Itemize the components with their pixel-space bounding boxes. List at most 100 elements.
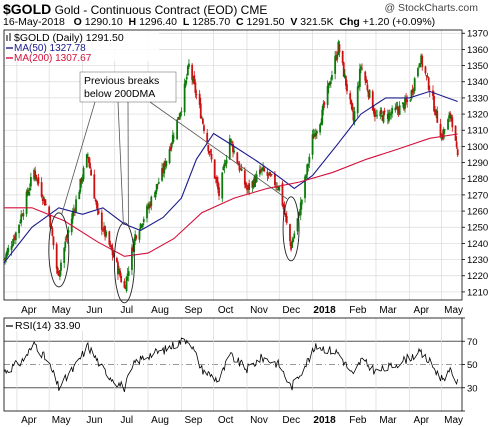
rsi-series — [3, 337, 459, 393]
candle — [3, 258, 5, 262]
candle — [51, 226, 54, 237]
candle — [319, 123, 321, 136]
candle-body — [396, 106, 399, 111]
candle — [188, 59, 190, 69]
ma200-line — [4, 133, 458, 257]
candle — [172, 132, 175, 143]
candle-body — [200, 117, 203, 119]
candle-body — [356, 86, 359, 114]
candle — [253, 174, 256, 188]
volume-value: 321.5K — [300, 16, 334, 28]
candle-body — [42, 196, 45, 200]
rsi-tick-label: 30 — [467, 383, 478, 394]
candle — [207, 144, 210, 155]
candle — [126, 268, 129, 281]
candle-body — [238, 163, 241, 171]
candle-body — [267, 173, 270, 175]
candle — [380, 107, 383, 117]
candle-body — [162, 168, 165, 173]
candle — [450, 114, 453, 122]
candle-body — [245, 182, 247, 188]
price-tick-label: 1290 — [467, 158, 488, 169]
candle-body — [418, 65, 420, 67]
candle-body — [149, 203, 152, 207]
candle-body — [86, 154, 89, 156]
copyright-notice: @ StockCharts.com — [384, 2, 478, 14]
candle-body — [251, 181, 254, 188]
candle-body — [296, 218, 299, 232]
candle-body — [36, 179, 39, 180]
candle — [382, 110, 385, 124]
candle-body — [412, 89, 415, 92]
candle-body — [282, 204, 285, 209]
candle — [153, 192, 156, 198]
candle-body — [410, 90, 413, 99]
candle — [223, 159, 226, 174]
candle — [140, 224, 143, 229]
candle — [305, 173, 308, 181]
candle-body — [222, 166, 225, 171]
candle — [331, 70, 333, 82]
candle — [155, 183, 158, 195]
candle — [352, 106, 355, 125]
candle — [413, 76, 416, 95]
candle — [203, 123, 205, 134]
candle-body — [142, 219, 145, 223]
rsi-month-label: Jun — [86, 415, 102, 426]
ma50-line — [3, 90, 458, 264]
candle-body — [434, 109, 437, 116]
rsi-month-label: Nov — [250, 415, 268, 426]
candle-body — [391, 108, 394, 114]
month-label: May — [52, 305, 71, 316]
candle-body — [337, 41, 340, 55]
candle — [206, 129, 209, 145]
candle-body — [357, 85, 360, 88]
candle — [417, 67, 419, 78]
candle — [357, 80, 360, 89]
candle — [111, 243, 114, 261]
candle — [410, 89, 413, 101]
candle — [6, 247, 9, 258]
candle — [397, 106, 400, 118]
candle — [391, 105, 394, 118]
candle-body — [94, 199, 97, 201]
candle-body — [371, 91, 374, 111]
candle — [247, 184, 249, 194]
candle-body — [120, 276, 123, 282]
candle — [93, 169, 96, 199]
candle-body — [170, 143, 173, 148]
candle — [311, 129, 314, 160]
candle — [344, 75, 347, 90]
candle — [394, 103, 397, 113]
candle — [179, 112, 182, 120]
candle-body — [306, 164, 309, 175]
candle-body — [78, 191, 81, 200]
candle — [251, 180, 254, 193]
candle — [225, 155, 228, 169]
candle — [409, 98, 412, 102]
candle-body — [236, 152, 239, 164]
candle-body — [246, 188, 248, 190]
candle — [134, 230, 137, 245]
candle — [386, 109, 389, 125]
candle-body — [440, 135, 443, 140]
candle-body — [93, 174, 96, 199]
rsi-legend-background — [5, 319, 97, 331]
candle-body — [150, 196, 153, 207]
candle — [65, 234, 68, 243]
candle-body — [398, 105, 401, 116]
candle — [387, 109, 390, 124]
candle — [55, 242, 58, 274]
candle-body — [284, 213, 287, 218]
candle — [163, 160, 166, 178]
candle-body — [125, 276, 128, 291]
candle — [102, 228, 104, 232]
high-label: H — [128, 16, 137, 28]
candle — [139, 223, 142, 232]
candle-body — [342, 62, 345, 77]
candle — [315, 129, 318, 139]
candle-body — [25, 191, 28, 215]
candle-body — [13, 236, 16, 240]
candle-body — [214, 177, 217, 179]
candle-body — [442, 129, 445, 139]
